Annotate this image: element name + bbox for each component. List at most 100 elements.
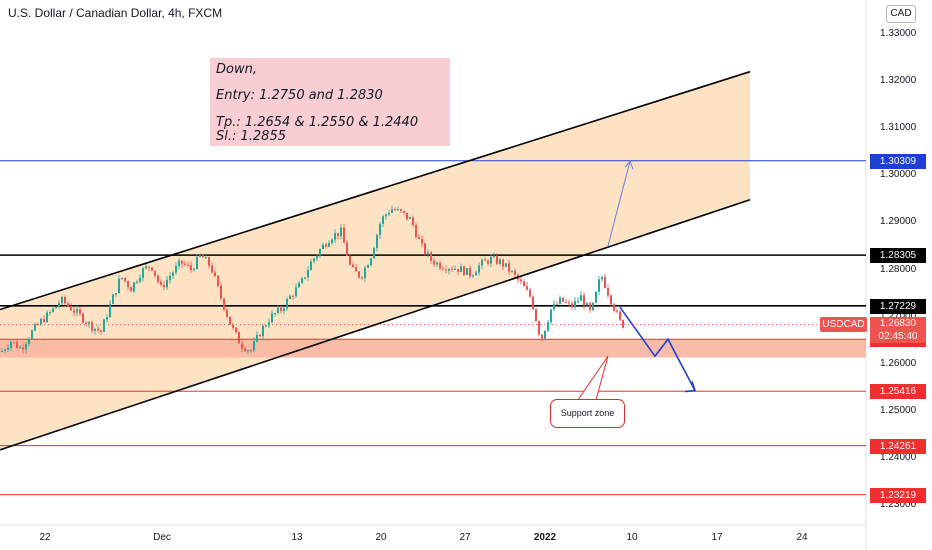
- candle-body: [4, 349, 6, 351]
- candle-body: [151, 267, 153, 271]
- candle-body: [199, 255, 201, 257]
- candle-body: [484, 259, 486, 261]
- candle-body: [346, 242, 348, 257]
- candle-body: [388, 212, 390, 215]
- candle-body: [418, 237, 420, 240]
- candle-body: [142, 268, 144, 278]
- candle-body: [313, 258, 315, 262]
- candle-body: [529, 289, 531, 297]
- candle-body: [562, 297, 564, 302]
- candle-body: [244, 348, 246, 352]
- candle-body: [145, 266, 147, 269]
- candle-body: [190, 265, 192, 270]
- candle-body: [460, 266, 462, 272]
- x-tick-label: 22: [39, 532, 51, 543]
- candle-body: [220, 285, 222, 299]
- candle-body: [196, 256, 198, 270]
- note-direction: Down,: [216, 62, 257, 77]
- candle-body: [154, 270, 156, 276]
- candle-body: [232, 324, 234, 328]
- candle-body: [100, 330, 102, 332]
- candle-body: [373, 248, 375, 259]
- candle-body: [64, 297, 66, 304]
- candle-body: [211, 265, 213, 273]
- candle-body: [265, 325, 267, 327]
- candle-body: [472, 275, 474, 277]
- y-tick-label: 1.32000: [880, 75, 917, 87]
- candle-body: [238, 332, 240, 344]
- current-price-badge: 1.26830 02:45:40: [870, 317, 926, 343]
- currency-button[interactable]: CAD: [886, 5, 916, 23]
- candle-body: [436, 262, 438, 265]
- candle-body: [568, 302, 570, 304]
- y-tick-label: 1.29000: [880, 216, 917, 228]
- candle-body: [394, 209, 396, 211]
- candle-body: [391, 209, 393, 213]
- candle-body: [109, 304, 111, 318]
- candle-body: [547, 322, 549, 331]
- candle-body: [79, 309, 81, 314]
- support-zone-callout: Support zone: [550, 399, 625, 428]
- y-tick-label: 1.25000: [880, 404, 917, 416]
- price-line-label: 1.24261: [870, 438, 926, 454]
- candle-body: [595, 291, 597, 303]
- candle-body: [409, 217, 411, 220]
- candle-body: [73, 310, 75, 313]
- candle-body: [538, 321, 540, 335]
- candle-body: [229, 316, 231, 325]
- candle-body: [43, 318, 45, 323]
- candle-body: [550, 309, 552, 323]
- candle-body: [67, 303, 69, 307]
- candle-body: [406, 212, 408, 220]
- candle-body: [577, 300, 579, 302]
- price-line-label: 1.30309: [870, 153, 926, 169]
- candle-body: [589, 303, 591, 311]
- candle-body: [286, 298, 288, 309]
- candle-body: [169, 275, 171, 280]
- candle-body: [475, 272, 477, 276]
- candle-body: [214, 272, 216, 276]
- price-line-label: 1.27229: [870, 298, 926, 314]
- candle-body: [235, 327, 237, 333]
- projection-path: [619, 306, 696, 391]
- candle-body: [544, 330, 546, 339]
- candle-body: [82, 313, 84, 323]
- candle-body: [130, 287, 132, 292]
- candle-body: [610, 295, 612, 305]
- candle-body: [298, 282, 300, 288]
- candle-body: [361, 277, 363, 279]
- candle-body: [508, 263, 510, 272]
- candle-body: [115, 293, 117, 295]
- candle-body: [289, 295, 291, 299]
- current-price: 1.26830: [879, 318, 917, 329]
- candle-body: [613, 304, 615, 311]
- candle-body: [217, 275, 219, 286]
- candle-body: [226, 309, 228, 317]
- candle-body: [247, 350, 249, 352]
- candle-body: [85, 322, 87, 324]
- candle-body: [454, 268, 456, 270]
- x-tick-label: 24: [796, 532, 808, 543]
- candle-body: [181, 260, 183, 264]
- candle-body: [241, 343, 243, 349]
- y-tick-label: 1.28000: [880, 263, 917, 275]
- candle-body: [157, 275, 159, 282]
- candle-body: [76, 309, 78, 313]
- candle-body: [358, 271, 360, 278]
- candle-body: [574, 300, 576, 308]
- candle-body: [163, 284, 165, 288]
- candle-body: [307, 270, 309, 278]
- candle-body: [262, 326, 264, 337]
- y-tick-label: 1.27000: [880, 311, 916, 322]
- candle-body: [127, 281, 129, 288]
- breakout-arrow: [607, 161, 631, 247]
- y-tick-label: 1.30000: [880, 169, 917, 181]
- candle-body: [172, 272, 174, 276]
- candle-body: [553, 303, 555, 310]
- candle-body: [124, 277, 126, 282]
- candle-body: [319, 249, 321, 256]
- candle-body: [427, 252, 429, 254]
- candle-body: [49, 311, 51, 313]
- breakout-arrow-head: [624, 160, 634, 170]
